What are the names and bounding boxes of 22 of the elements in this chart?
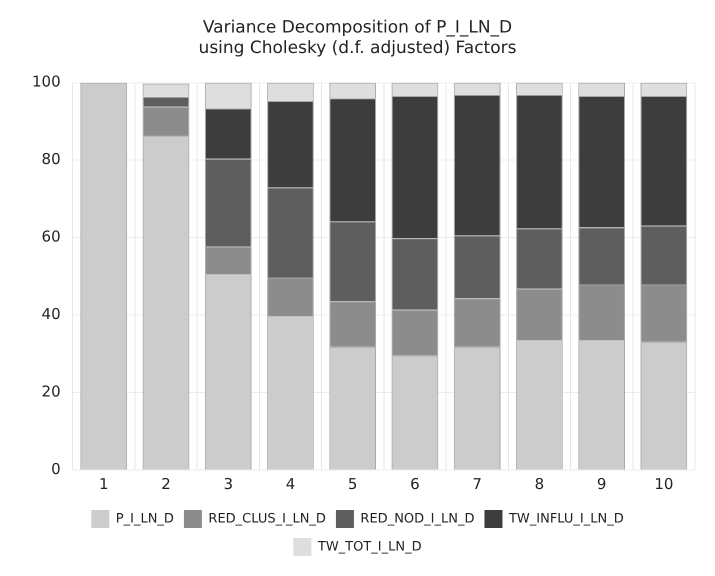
y-tick-label: 100 [32,72,61,91]
y-tick-label: 20 [42,382,61,400]
legend-label: TW_TOT_I_LN_D [316,539,422,554]
x-tick-label: 4 [286,474,296,493]
x-tick-label: 2 [161,474,171,493]
x-tick-label: 7 [472,474,482,493]
y-tick-label: 60 [42,228,61,246]
legend-label: RED_NOD_I_LN_D [360,511,474,526]
y-tick-label: 40 [42,305,61,324]
x-tick-label: 6 [410,474,420,493]
y-tick-label: 80 [42,150,61,168]
x-tick-label: 5 [348,474,358,493]
x-tick-label: 10 [654,474,674,493]
legend-label: P_I_LN_D [116,511,174,526]
x-tick-label: 9 [596,474,606,493]
legend-label: RED_CLUS_I_LN_D [208,511,326,526]
y-tick-label: 0 [51,460,61,478]
legend-label: TW_INFLU_I_LN_D [508,511,624,526]
x-tick-label: 1 [98,474,109,493]
chart-title: Variance Decomposition of P_I_LN_D using Cholesky (d.f. adjusted) Factors [198,18,517,58]
x-tick-label: 8 [534,474,544,493]
x-tick-label: 3 [223,474,233,493]
